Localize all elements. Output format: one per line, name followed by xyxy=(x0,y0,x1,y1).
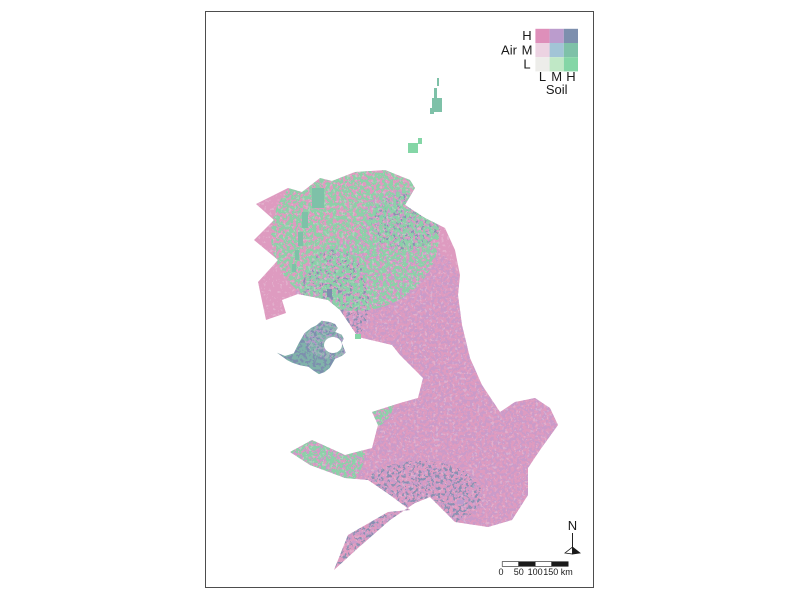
svg-text:L: L xyxy=(523,57,530,72)
svg-text:N: N xyxy=(568,518,577,533)
svg-text:H: H xyxy=(566,69,575,84)
svg-text:100: 100 xyxy=(528,567,543,577)
svg-text:150 km: 150 km xyxy=(543,567,573,577)
svg-text:50: 50 xyxy=(514,567,524,577)
svg-text:M: M xyxy=(522,43,533,58)
svg-text:Soil: Soil xyxy=(546,82,568,97)
svg-text:H: H xyxy=(522,28,531,43)
svg-text:0: 0 xyxy=(498,567,503,577)
svg-text:Air: Air xyxy=(501,43,518,58)
